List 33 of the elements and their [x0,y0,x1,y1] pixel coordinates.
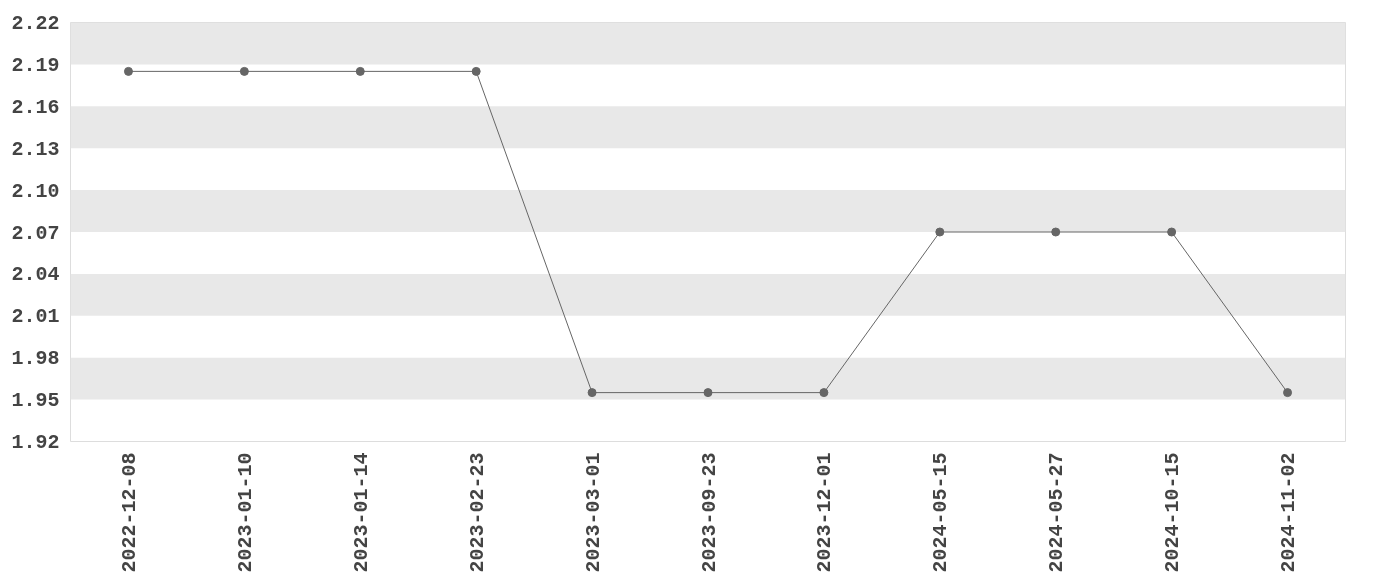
point [471,66,481,76]
y-tick-label: 2.04 [11,263,60,287]
x-tick-label: 2023-12-01 [813,452,837,573]
point [587,388,597,398]
x-tick-label: 2023-03-01 [581,452,605,573]
x-tick-label: 2023-01-10 [233,452,257,573]
y-tick-label: 1.98 [11,347,60,371]
x-tick-label: 2024-11-02 [1277,452,1301,573]
y-tick-label: 2.22 [11,12,60,35]
point [355,66,365,76]
point [239,66,249,76]
x-tick-label: 2023-09-23 [697,452,721,573]
point [935,227,945,237]
y-tick-label: 2.07 [11,221,60,245]
x-tick-label: 2024-05-15 [929,452,953,573]
point [1167,227,1177,237]
x-tick-label: 2024-05-27 [1045,452,1069,573]
point [1283,388,1293,398]
x-tick-label: 2023-01-14 [349,452,373,573]
point [123,66,133,76]
x-tick-label: 2022-12-08 [117,452,141,573]
y-tick-label: 2.13 [11,137,60,161]
point [1051,227,1061,237]
x-tick-label: 2024-10-15 [1161,452,1185,573]
y-tick-label: 2.01 [11,305,60,329]
x-tick-label: 2023-02-23 [465,452,489,573]
y-tick-label: 1.95 [11,389,60,413]
point [819,388,829,398]
y-tick-label: 1.92 [11,431,60,454]
point [703,388,713,398]
y-tick-label: 2.19 [11,53,60,77]
y-tick-label: 2.10 [11,179,60,203]
y-tick-label: 2.16 [11,95,60,119]
